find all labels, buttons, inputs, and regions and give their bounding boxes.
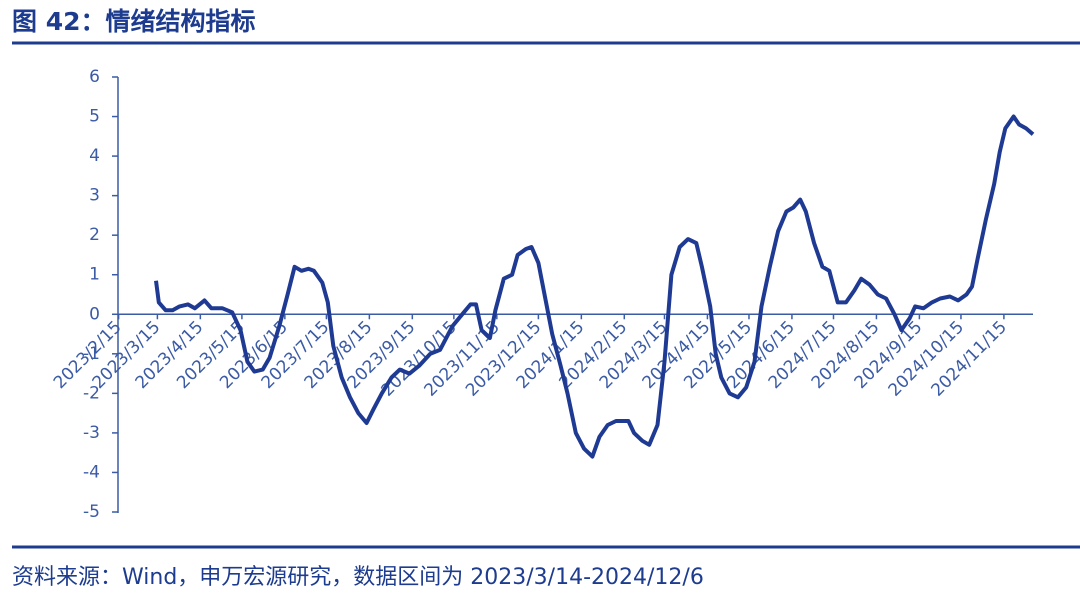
y-tick-label: -3 xyxy=(83,423,100,443)
data-line xyxy=(154,114,1035,459)
y-tick-label: 1 xyxy=(89,265,100,285)
y-tick-label: 6 xyxy=(89,67,100,87)
y-tick-label: 0 xyxy=(89,304,100,324)
y-tick-label: -5 xyxy=(83,502,100,522)
y-tick-label: -4 xyxy=(83,462,100,482)
y-tick-label: 2 xyxy=(89,225,100,245)
y-tick-label: 4 xyxy=(89,146,100,166)
y-tick-label: -2 xyxy=(83,383,100,403)
y-tick-label: 5 xyxy=(89,107,100,127)
y-tick-label: 3 xyxy=(89,186,100,206)
y-tick-label: -1 xyxy=(83,344,100,364)
chart-title: 图 42：情绪结构指标 xyxy=(12,7,256,36)
source-note: 资料来源：Wind，申万宏源研究，数据区间为 2023/3/14-2024/12… xyxy=(12,565,704,590)
